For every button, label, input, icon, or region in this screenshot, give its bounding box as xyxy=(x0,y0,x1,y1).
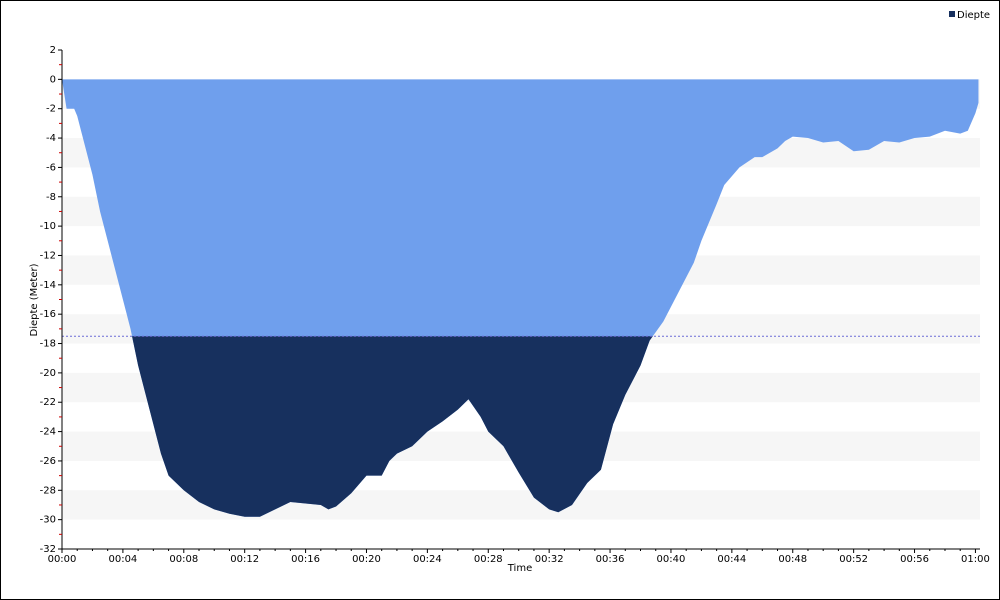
x-tick-label: 00:00 xyxy=(48,554,77,565)
x-tick-label: 00:04 xyxy=(108,554,137,565)
legend-swatch xyxy=(949,11,955,17)
y-tick-label: -22 xyxy=(40,397,56,408)
y-tick-label: -30 xyxy=(40,515,56,526)
x-tick-label: 00:20 xyxy=(352,554,381,565)
x-tick-label: 00:28 xyxy=(474,554,503,565)
y-tick-label: -16 xyxy=(40,309,56,320)
y-tick-label: 2 xyxy=(50,45,56,56)
y-tick-label: -8 xyxy=(46,192,56,203)
x-tick-label: 00:08 xyxy=(169,554,198,565)
y-tick-label: -14 xyxy=(40,280,56,291)
x-tick-label: 00:12 xyxy=(230,554,259,565)
y-tick-label: -6 xyxy=(46,162,56,173)
x-tick-label: 01:00 xyxy=(961,554,990,565)
x-tick-label: 00:24 xyxy=(413,554,442,565)
y-tick-label: -32 xyxy=(40,544,56,555)
deep-area xyxy=(132,336,653,517)
y-tick-label: -18 xyxy=(40,339,56,350)
y-tick-label: -4 xyxy=(46,133,56,144)
y-tick-label: -24 xyxy=(40,427,56,438)
x-axis-label: Time xyxy=(507,563,532,574)
y-tick-label: -12 xyxy=(40,250,56,261)
x-tick-label: 00:36 xyxy=(596,554,625,565)
y-tick-label: -10 xyxy=(40,221,56,232)
y-axis-label: Diepte (Meter) xyxy=(29,263,40,336)
x-tick-label: 00:16 xyxy=(291,554,320,565)
legend-label: Diepte xyxy=(957,10,990,21)
x-tick-label: 00:40 xyxy=(657,554,686,565)
y-tick-label: -26 xyxy=(40,456,56,467)
y-tick-label: -20 xyxy=(40,368,56,379)
x-tick-label: 00:32 xyxy=(535,554,564,565)
x-tick-label: 00:48 xyxy=(778,554,807,565)
x-tick-label: 00:44 xyxy=(717,554,746,565)
x-tick-label: 00:56 xyxy=(900,554,929,565)
y-tick-label: -2 xyxy=(46,104,56,115)
y-tick-label: 0 xyxy=(50,74,56,85)
x-tick-label: 00:52 xyxy=(839,554,868,565)
y-tick-label: -28 xyxy=(40,485,56,496)
